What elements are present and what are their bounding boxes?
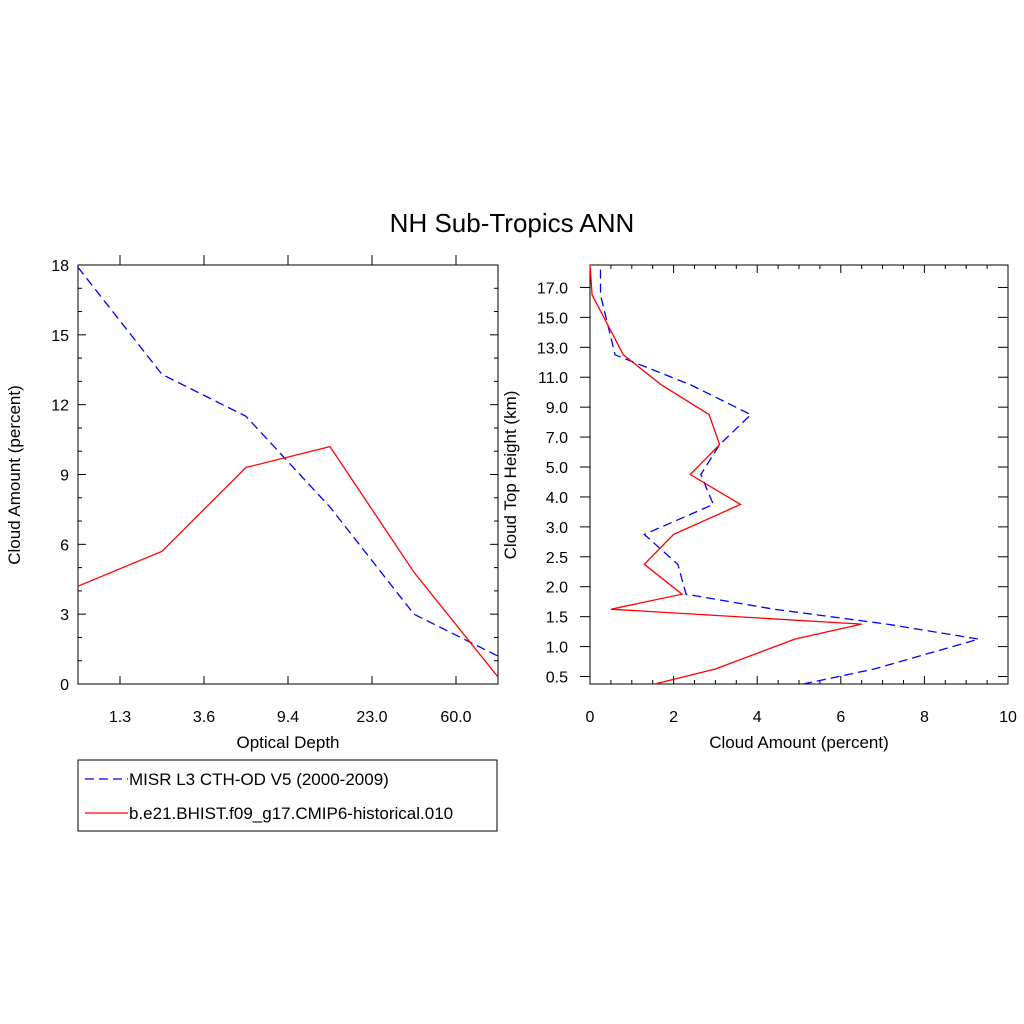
left-x-tick-label: 60.0 [440, 709, 471, 726]
legend: MISR L3 CTH-OD V5 (2000-2009) b.e21.BHIS… [77, 759, 498, 832]
legend-label-model: b.e21.BHIST.f09_g17.CMIP6-historical.010 [129, 804, 453, 823]
left-x-tick-label: 23.0 [356, 709, 387, 726]
left-y-tick-label: 6 [60, 537, 69, 554]
right-panel: 0 2 4 6 8 10 0.5 1.0 1.5 2.0 2.5 3.0 4.0 5.0 7.0 9.0 11.… [501, 264, 1017, 752]
left-plot-frame [77, 264, 499, 685]
left-x-tick-label: 3.6 [193, 709, 215, 726]
right-x-tick-label: 0 [586, 709, 595, 726]
right-y-tick-label: 17.0 [537, 280, 568, 297]
left-y-tick-label: 12 [51, 398, 69, 415]
left-y-tick-label: 3 [60, 607, 69, 624]
right-y-tick-label: 5.0 [546, 460, 568, 477]
left-panel: 0 3 6 9 12 15 18 1.3 3.6 9.4 23.0 60.0 Optical Dept… [5, 255, 499, 752]
left-x-tick-label: 1.3 [109, 709, 131, 726]
right-series [589, 264, 979, 685]
legend-box [77, 759, 498, 832]
right-y-tick-label: 11.0 [538, 370, 568, 387]
left-y-axis-label: Cloud Amount (percent) [5, 385, 24, 565]
right-y-tick-label: 1.5 [546, 610, 568, 627]
right-x-axis-label: Cloud Amount (percent) [709, 733, 889, 752]
right-plot-frame [589, 264, 1009, 685]
right-x-tick-label: 8 [920, 709, 929, 726]
right-y-tick-label: 9.0 [546, 400, 568, 417]
right-y-tick-label: 0.5 [546, 670, 568, 687]
right-y-tick-label: 15.0 [537, 310, 568, 327]
left-x-tick-label: 9.4 [277, 709, 299, 726]
right-y-tick-label: 2.5 [546, 550, 568, 567]
right-y-tick-label: 4.0 [546, 490, 568, 507]
right-y-tick-label: 1.0 [546, 640, 568, 657]
left-obs-series-line [77, 266, 499, 657]
right-obs-series-line [599, 265, 979, 685]
legend-label-obs: MISR L3 CTH-OD V5 (2000-2009) [129, 770, 389, 789]
right-y-tick-label: 13.0 [537, 340, 568, 357]
left-model-series-line [77, 445, 499, 678]
right-x-tick-label: 10 [999, 709, 1017, 726]
right-y-tick-label: 7.0 [546, 430, 568, 447]
right-y-tick-label: 2.0 [546, 580, 568, 597]
right-model-series-line [589, 264, 862, 685]
left-ticks: 0 3 6 9 12 15 18 1.3 3.6 9.4 23.0 60.0 [51, 255, 498, 726]
left-y-tick-label: 15 [51, 328, 69, 345]
right-ticks: 0 2 4 6 8 10 0.5 1.0 1.5 2.0 2.5 3.0 4.0 5.0 7.0 9.0 11.… [537, 265, 1017, 726]
right-x-tick-label: 4 [753, 709, 762, 726]
left-y-tick-label: 0 [60, 677, 69, 694]
left-x-axis-label: Optical Depth [237, 733, 340, 752]
right-y-tick-label: 3.0 [546, 520, 568, 537]
left-y-tick-label: 9 [60, 468, 69, 485]
right-x-tick-label: 6 [836, 709, 845, 726]
chart-title: NH Sub-Tropics ANN [390, 208, 635, 238]
left-y-tick-label: 18 [51, 258, 69, 275]
right-x-tick-label: 2 [669, 709, 678, 726]
left-series [77, 266, 499, 678]
right-y-axis-label: Cloud Top Height (km) [501, 391, 520, 560]
